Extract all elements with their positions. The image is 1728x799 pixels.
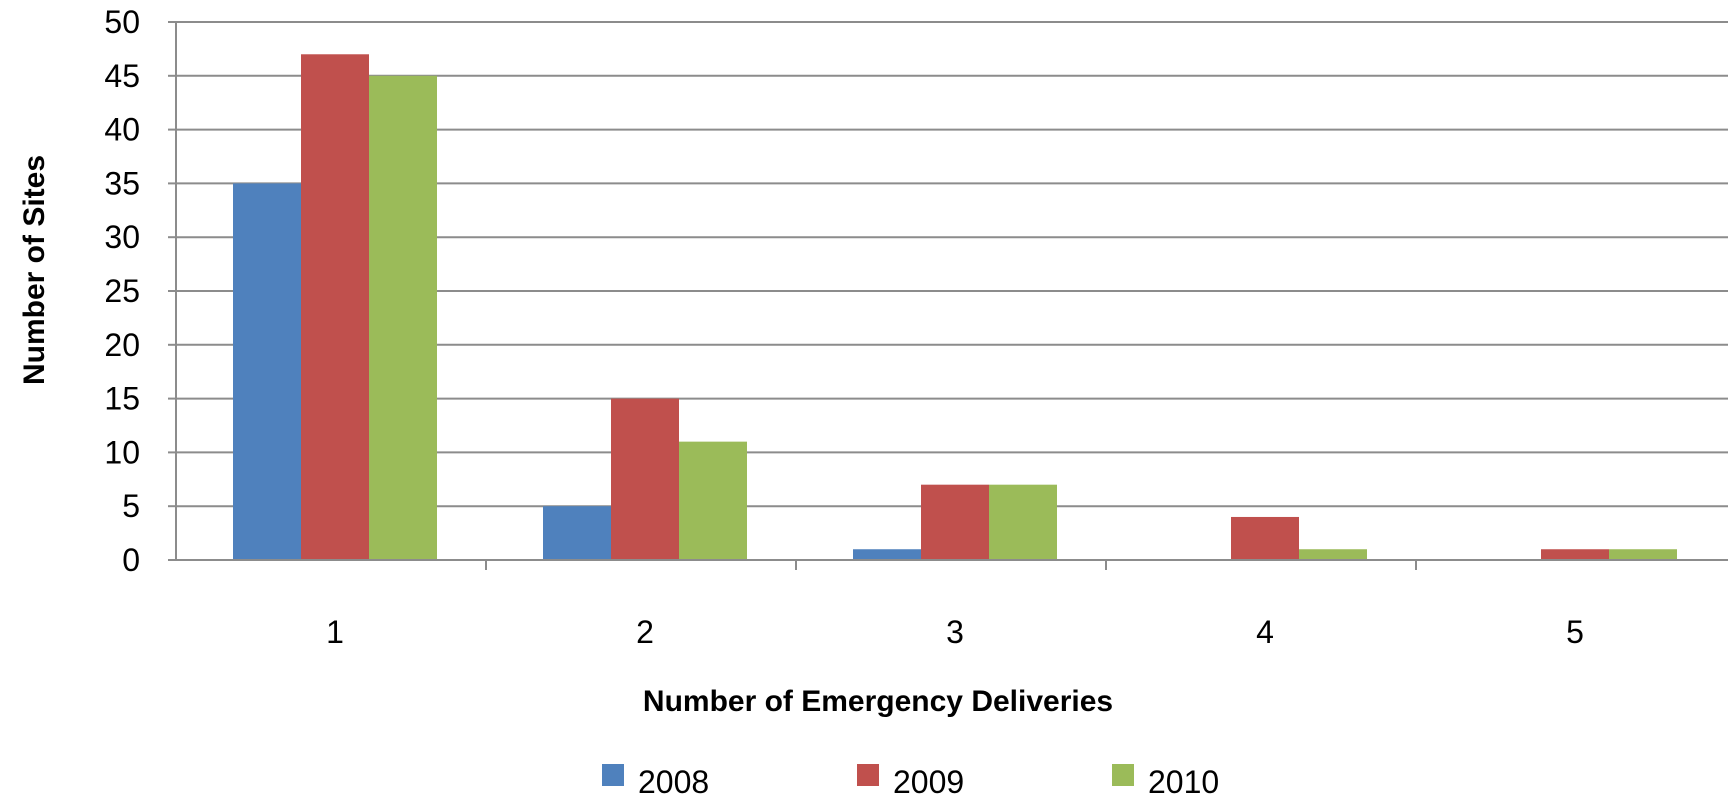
x-tick-label: 4 — [1256, 614, 1274, 650]
legend-label: 2010 — [1148, 764, 1219, 799]
y-tick-label: 50 — [104, 4, 140, 40]
bar-2009-cat-4 — [1231, 516, 1299, 560]
x-axis-title: Number of Emergency Deliveries — [643, 685, 1113, 718]
bar-2009-cat-3 — [921, 484, 989, 560]
y-tick-label: 25 — [104, 273, 140, 309]
y-axis-ticks: 0 5 10 15 20 25 30 35 40 45 50 — [104, 4, 176, 578]
x-tick-label: 1 — [326, 614, 344, 650]
y-axis-title: Number of Sites — [18, 155, 51, 385]
bar-2010-cat-4 — [1299, 549, 1367, 560]
legend-item-2009: 2009 — [857, 764, 964, 799]
bar-2010-cat-3 — [989, 484, 1057, 560]
legend-swatch — [857, 764, 879, 786]
bar-2008-cat-2 — [543, 506, 611, 560]
legend-label: 2009 — [893, 764, 964, 799]
bar-2010-cat-1 — [369, 75, 437, 561]
bar-2009-cat-1 — [301, 54, 369, 560]
x-tick-label: 5 — [1566, 614, 1584, 650]
x-axis-ticks: 1 2 3 4 5 — [326, 560, 1584, 650]
bar-2010-cat-2 — [679, 441, 747, 560]
legend-swatch — [1112, 764, 1134, 786]
y-tick-label: 30 — [104, 219, 140, 255]
y-tick-label: 20 — [104, 327, 140, 363]
legend-item-2010: 2010 — [1112, 764, 1219, 799]
y-tick-label: 40 — [104, 112, 140, 148]
legend: 2008 2009 2010 — [602, 764, 1219, 799]
bar-2008-cat-1 — [233, 183, 301, 560]
x-tick-label: 3 — [946, 614, 964, 650]
bar-2008-cat-3 — [853, 549, 921, 560]
y-tick-label: 10 — [104, 434, 140, 470]
y-tick-label: 5 — [122, 488, 140, 524]
y-tick-label: 15 — [104, 381, 140, 417]
bars — [233, 54, 1677, 561]
legend-swatch — [602, 764, 624, 786]
y-tick-label: 45 — [104, 58, 140, 94]
bar-2010-cat-5 — [1609, 549, 1677, 560]
legend-label: 2008 — [638, 764, 709, 799]
x-tick-label: 2 — [636, 614, 654, 650]
bar-2009-cat-2 — [611, 398, 679, 560]
y-tick-label: 0 — [122, 542, 140, 578]
y-tick-label: 35 — [104, 165, 140, 201]
bar-2009-cat-5 — [1541, 549, 1609, 560]
legend-item-2008: 2008 — [602, 764, 709, 799]
